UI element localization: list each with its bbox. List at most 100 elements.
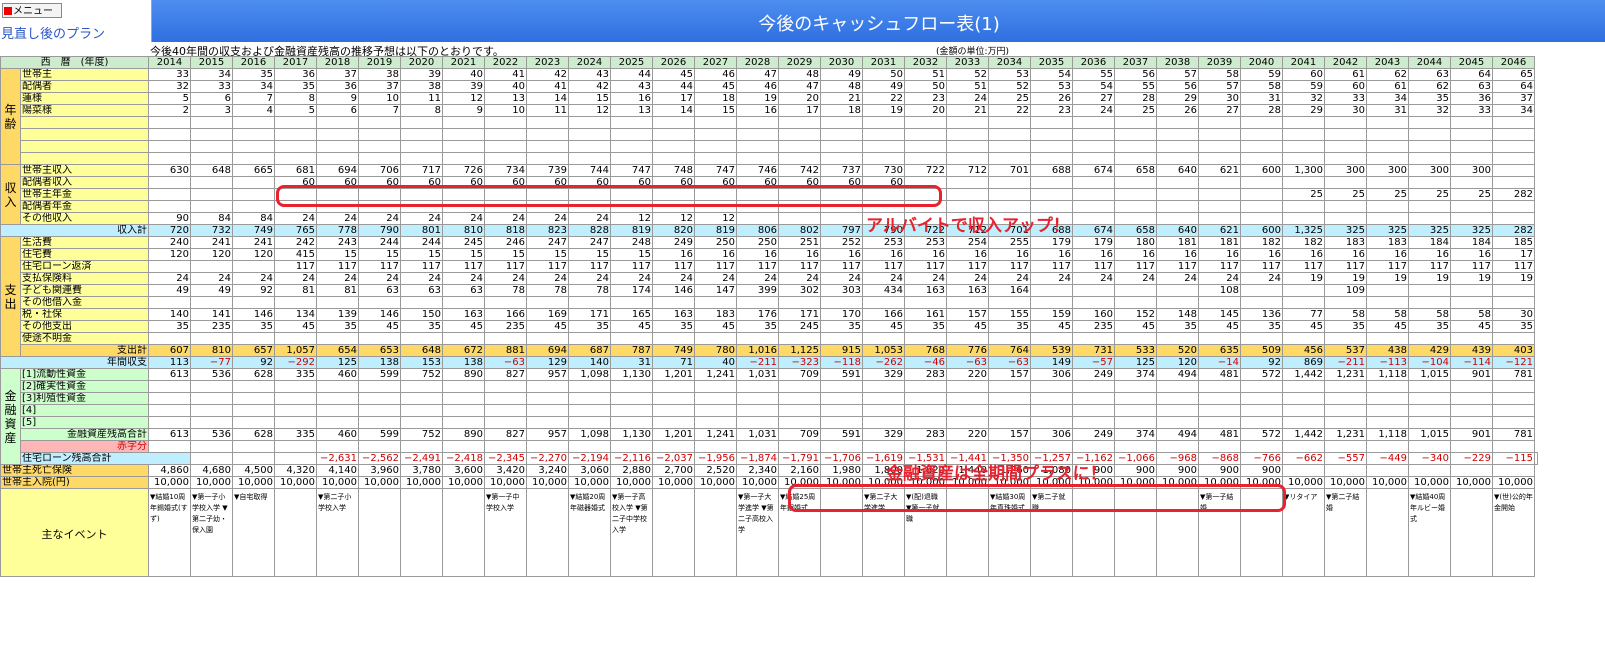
value-cell: 300 <box>1366 164 1409 177</box>
value-cell: −57 <box>1072 356 1115 369</box>
value-cell <box>526 392 569 405</box>
event-cell <box>946 488 989 577</box>
value-cell <box>820 296 863 309</box>
value-cell: 22 <box>862 92 905 105</box>
value-cell: 71 <box>652 356 695 369</box>
value-cell: 8 <box>274 92 317 105</box>
empty-cell <box>862 116 905 129</box>
value-cell: 726 <box>442 164 485 177</box>
value-cell <box>946 380 989 393</box>
value-cell <box>820 440 863 453</box>
value-cell <box>610 332 653 345</box>
value-cell <box>358 332 401 345</box>
empty-cell <box>1030 128 1073 141</box>
value-cell: 657 <box>232 344 275 357</box>
value-cell: −63 <box>988 356 1031 369</box>
value-cell: 802 <box>778 224 821 237</box>
value-cell <box>778 404 821 417</box>
value-cell <box>358 416 401 429</box>
value-cell: 23 <box>1030 104 1073 117</box>
empty-cell <box>904 116 947 129</box>
value-cell: 15 <box>442 248 485 261</box>
value-cell: 45 <box>358 320 401 333</box>
value-cell: 790 <box>358 224 401 237</box>
value-cell: 35 <box>736 320 779 333</box>
value-cell: 5 <box>148 92 191 105</box>
value-cell: 64 <box>1492 80 1535 93</box>
value-cell <box>274 452 317 465</box>
value-cell: 125 <box>316 356 359 369</box>
empty-cell <box>904 140 947 153</box>
value-cell <box>904 440 947 453</box>
value-cell: 183 <box>694 308 737 321</box>
value-cell <box>400 296 443 309</box>
value-cell: 139 <box>316 308 359 321</box>
empty-cell <box>1114 152 1157 165</box>
value-cell: 15 <box>526 248 569 261</box>
value-cell <box>190 188 233 201</box>
value-cell <box>1408 404 1451 417</box>
value-cell <box>232 332 275 345</box>
value-cell: 24 <box>946 92 989 105</box>
value-cell: 957 <box>526 428 569 441</box>
value-cell <box>610 392 653 405</box>
value-cell <box>1114 188 1157 201</box>
value-cell: 20 <box>904 104 947 117</box>
value-cell: 748 <box>652 164 695 177</box>
value-cell: 120 <box>148 248 191 261</box>
value-cell: 765 <box>274 224 317 237</box>
value-cell <box>1072 176 1115 189</box>
value-cell: 35 <box>568 320 611 333</box>
value-cell: 16 <box>1114 248 1157 261</box>
value-cell <box>1156 176 1199 189</box>
value-cell: 6 <box>190 92 233 105</box>
value-cell: 34 <box>190 68 233 81</box>
value-cell <box>190 440 233 453</box>
value-cell: 15 <box>568 248 611 261</box>
event-cell <box>1366 488 1409 577</box>
value-cell: 16 <box>904 248 947 261</box>
empty-cell <box>1450 140 1493 153</box>
value-cell: 325 <box>1450 224 1493 237</box>
value-cell <box>778 440 821 453</box>
empty-cell <box>1198 128 1241 141</box>
value-cell: 24 <box>568 272 611 285</box>
value-cell: −2,037 <box>652 452 695 465</box>
value-cell: −340 <box>1408 452 1451 465</box>
value-cell: 3,240 <box>526 464 569 477</box>
value-cell <box>862 440 905 453</box>
value-cell: 16 <box>736 248 779 261</box>
value-cell: 25 <box>988 92 1031 105</box>
row-label: 支払保険料 <box>20 272 149 285</box>
empty-cell <box>946 152 989 165</box>
value-cell: 591 <box>820 428 863 441</box>
value-cell <box>1114 332 1157 345</box>
value-cell: 10,000 <box>1492 476 1535 489</box>
empty-cell <box>316 140 359 153</box>
year-cell: 2017 <box>274 56 317 69</box>
value-cell: 45 <box>1114 320 1157 333</box>
value-cell: 520 <box>1156 344 1199 357</box>
value-cell <box>1492 416 1535 429</box>
empty-cell <box>1450 128 1493 141</box>
value-cell: 24 <box>400 272 443 285</box>
value-cell <box>778 380 821 393</box>
value-cell: 24 <box>526 272 569 285</box>
value-cell: 16 <box>1198 248 1241 261</box>
value-cell: 18 <box>820 104 863 117</box>
value-cell <box>1114 380 1157 393</box>
value-cell <box>1450 176 1493 189</box>
value-cell <box>736 416 779 429</box>
value-cell: 117 <box>946 260 989 273</box>
value-cell: 16 <box>946 248 989 261</box>
value-cell <box>484 440 527 453</box>
value-cell: 47 <box>778 80 821 93</box>
empty-cell <box>1240 140 1283 153</box>
menu-button[interactable]: メニュー <box>2 3 62 18</box>
empty-cell <box>778 140 821 153</box>
value-cell <box>1030 284 1073 297</box>
value-cell <box>1492 404 1535 417</box>
empty-cell <box>736 116 779 129</box>
value-cell: 599 <box>358 368 401 381</box>
value-cell: 235 <box>484 320 527 333</box>
